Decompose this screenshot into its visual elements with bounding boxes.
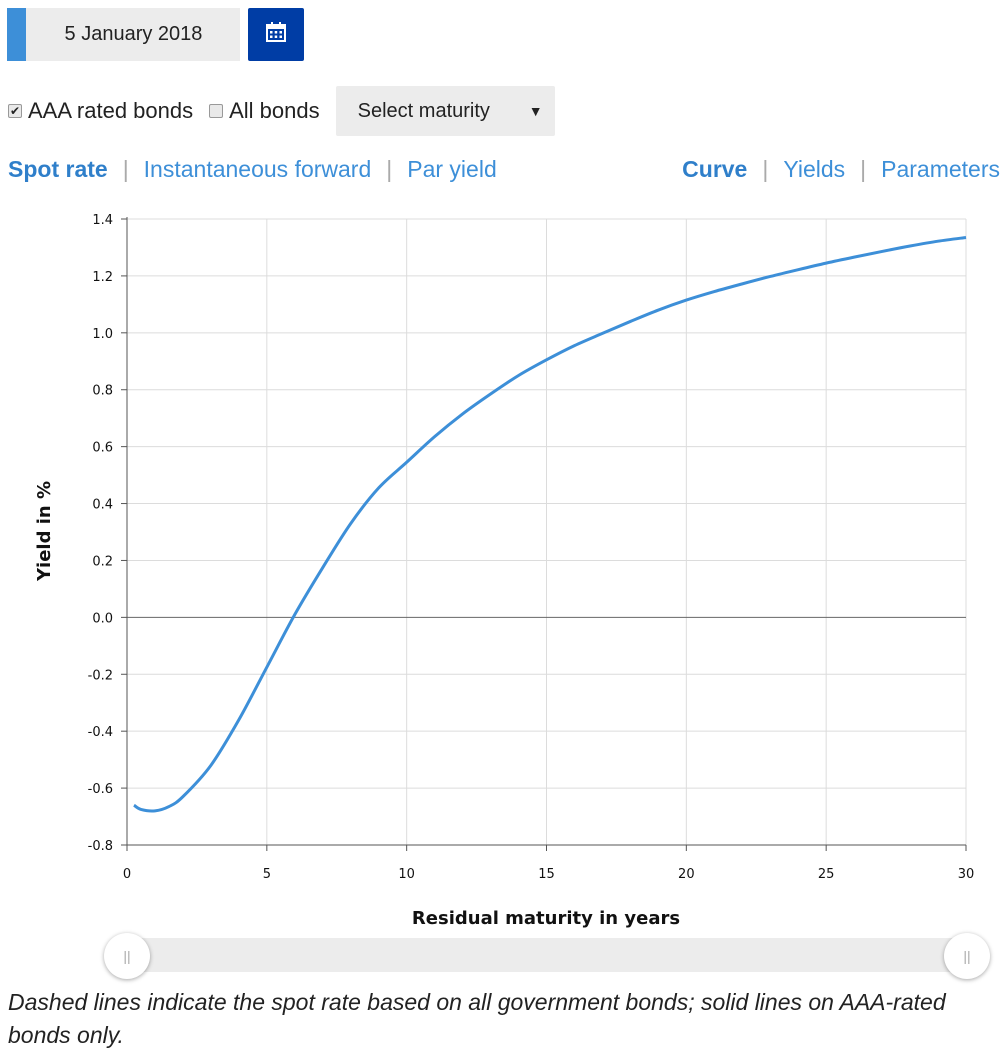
x-tick-label: 10 bbox=[398, 867, 415, 882]
y-tick-label: -0.2 bbox=[88, 668, 113, 683]
aaa-label: AAA rated bonds bbox=[28, 98, 194, 123]
maturity-select[interactable]: Select maturity ▼ bbox=[335, 86, 555, 136]
footnote: Dashed lines indicate the spot rate base… bbox=[8, 989, 946, 1048]
tab-separator: | bbox=[860, 155, 867, 182]
checkmark-icon: ✔ bbox=[9, 104, 21, 118]
date-picker: 5 January 2018 bbox=[7, 8, 304, 61]
all-bonds-label: All bonds bbox=[229, 98, 320, 123]
tab-instantaneous-forward[interactable]: Instantaneous forward bbox=[143, 155, 372, 182]
tab-yields[interactable]: Yields bbox=[783, 155, 846, 182]
y-tick-label: -0.4 bbox=[88, 725, 113, 740]
maturity-select-value: Select maturity bbox=[357, 99, 490, 122]
y-tick-label: 0.0 bbox=[92, 611, 113, 626]
tab-curve[interactable]: Curve bbox=[682, 155, 748, 182]
y-tick-label: 0.6 bbox=[92, 441, 113, 456]
y-tick-label: -0.6 bbox=[88, 782, 113, 797]
date-value: 5 January 2018 bbox=[64, 23, 203, 45]
calendar-button[interactable] bbox=[248, 8, 304, 61]
x-tick-label: 30 bbox=[958, 867, 975, 882]
y-axis-title: Yield in % bbox=[34, 481, 55, 582]
range-slider-right-handle[interactable]: || bbox=[944, 933, 990, 979]
rate-type-tabs: Spot rate | Instantaneous forward | Par … bbox=[8, 152, 497, 186]
view-tabs: Curve | Yields | Parameters bbox=[682, 152, 1000, 186]
caret-down-icon: ▼ bbox=[528, 103, 543, 119]
date-input[interactable]: 5 January 2018 bbox=[7, 8, 240, 61]
all-bonds-option[interactable]: All bonds bbox=[209, 98, 320, 124]
y-tick-label: 0.4 bbox=[92, 498, 113, 513]
tab-separator: | bbox=[386, 155, 393, 182]
x-axis-title: Residual maturity in years bbox=[412, 908, 680, 929]
chart-grid bbox=[127, 218, 967, 846]
calendar-icon bbox=[265, 21, 287, 48]
bond-options: ✔ AAA rated bonds All bonds Select matur… bbox=[8, 86, 555, 136]
x-tick-label: 25 bbox=[818, 867, 835, 882]
tab-spot-rate[interactable]: Spot rate bbox=[8, 155, 108, 182]
x-tick-label: 0 bbox=[123, 867, 131, 882]
tab-par-yield[interactable]: Par yield bbox=[407, 155, 497, 182]
y-tick-label: -0.8 bbox=[88, 839, 113, 854]
aaa-bonds-option[interactable]: ✔ AAA rated bonds bbox=[8, 98, 193, 124]
yield-curve-chart: 0 5 10 15 20 25 30 1.4 1.2 1.0 0.8 0.6 0.4 0.2 0.0 -0.2… bbox=[34, 213, 975, 929]
x-tick-label: 20 bbox=[678, 867, 695, 882]
range-slider-left-handle[interactable]: || bbox=[104, 933, 150, 979]
tab-separator: | bbox=[762, 155, 769, 182]
y-tick-label: 1.2 bbox=[92, 270, 113, 285]
y-tick-label: 1.0 bbox=[92, 327, 113, 342]
x-tick-label: 5 bbox=[263, 867, 271, 882]
y-tick-label: 0.8 bbox=[92, 384, 113, 399]
chart-tick-labels: 0 5 10 15 20 25 30 1.4 1.2 1.0 0.8 0.6 0.4 0.2 0.0 -0.2… bbox=[88, 213, 975, 882]
aaa-checkbox[interactable]: ✔ bbox=[8, 104, 22, 118]
range-slider-track[interactable] bbox=[127, 938, 967, 972]
chart-axes bbox=[121, 217, 967, 851]
series-line bbox=[133, 236, 967, 813]
date-accent-bar bbox=[7, 8, 26, 61]
all-bonds-checkbox[interactable] bbox=[209, 104, 224, 118]
tab-separator: | bbox=[122, 155, 129, 182]
y-tick-label: 1.4 bbox=[92, 213, 113, 228]
y-tick-label: 0.2 bbox=[92, 554, 113, 569]
x-tick-label: 15 bbox=[538, 867, 555, 882]
tab-parameters[interactable]: Parameters bbox=[881, 155, 1000, 182]
